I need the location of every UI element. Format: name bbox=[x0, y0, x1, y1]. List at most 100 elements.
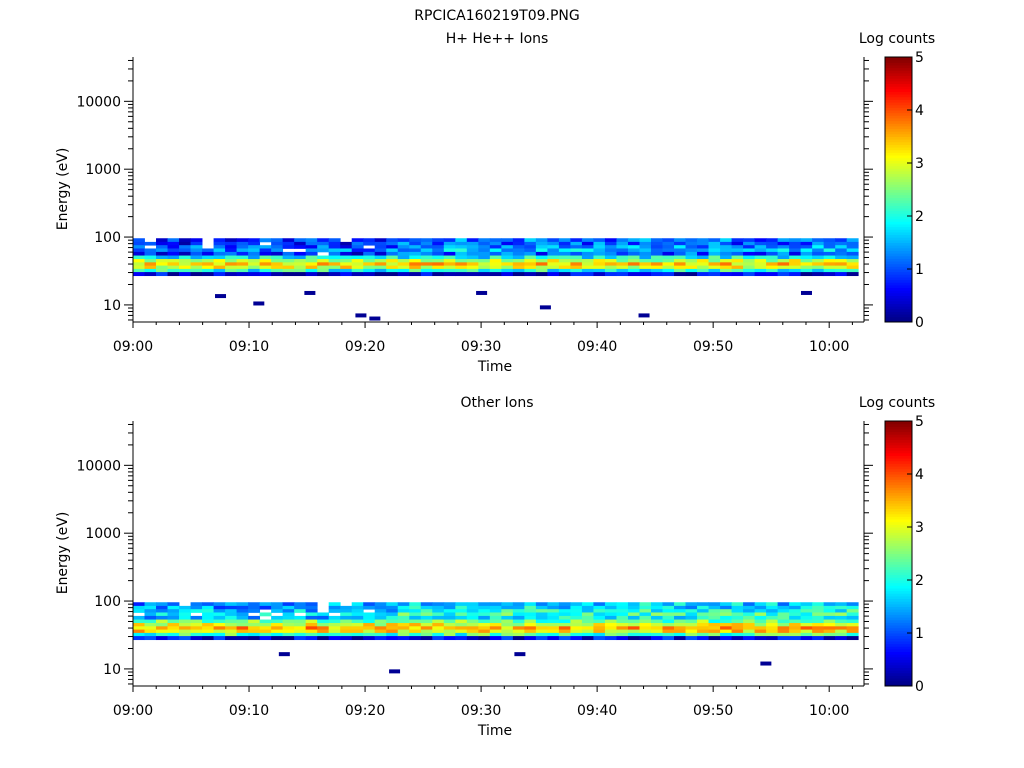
heatmap-cell bbox=[558, 251, 571, 256]
heatmap-cell bbox=[731, 251, 744, 256]
heatmap-cell bbox=[167, 268, 180, 273]
heatmap-cell bbox=[271, 262, 284, 267]
colorbar-swatch bbox=[885, 495, 912, 499]
heatmap-cell bbox=[409, 632, 422, 637]
heatmap-cell bbox=[294, 615, 307, 620]
heatmap-cell bbox=[374, 612, 387, 617]
heatmap-cell bbox=[547, 268, 560, 273]
colorbar-swatch bbox=[885, 62, 912, 66]
heatmap-cell bbox=[443, 619, 456, 624]
heatmap-cell bbox=[340, 636, 353, 641]
colorbar-swatch bbox=[885, 295, 912, 299]
heatmap-cell bbox=[144, 605, 157, 610]
heatmap-cell bbox=[409, 259, 422, 263]
heatmap-cell bbox=[156, 251, 168, 256]
heatmap-cell bbox=[397, 259, 410, 263]
heatmap-cell bbox=[604, 626, 617, 631]
colorbar-swatch bbox=[885, 208, 912, 212]
heatmap-cell bbox=[133, 268, 145, 273]
heatmap-cell bbox=[328, 251, 341, 256]
colorbar-swatch bbox=[885, 160, 912, 164]
heatmap-cell bbox=[639, 602, 652, 607]
heatmap-cell bbox=[317, 612, 330, 617]
colorbar-swatch bbox=[885, 202, 912, 206]
heatmap-cell bbox=[777, 632, 790, 637]
heatmap-cell bbox=[720, 238, 732, 243]
heatmap-cell bbox=[766, 605, 779, 610]
heatmap-cell bbox=[213, 612, 226, 617]
heatmap-cell bbox=[616, 272, 629, 277]
heatmap-cell bbox=[812, 241, 825, 246]
heatmap-cell bbox=[743, 265, 755, 270]
heatmap-cell bbox=[501, 268, 514, 273]
heatmap-cell bbox=[225, 245, 237, 249]
heatmap-cell bbox=[282, 262, 295, 267]
heatmap-cell bbox=[282, 609, 295, 613]
heatmap-cell bbox=[570, 251, 583, 256]
heatmap-cell bbox=[259, 262, 272, 267]
heatmap-cell bbox=[167, 623, 180, 627]
colorbar-swatch bbox=[885, 59, 912, 63]
heatmap-cell bbox=[512, 629, 525, 634]
heatmap-cell bbox=[535, 602, 548, 607]
heatmap-cell bbox=[363, 629, 376, 634]
colorbar-swatch bbox=[885, 96, 912, 100]
colorbar-swatch bbox=[885, 125, 912, 130]
heatmap-cell bbox=[674, 602, 686, 607]
heatmap-cell bbox=[789, 629, 802, 634]
heatmap-cell bbox=[593, 248, 606, 253]
heatmap-cell bbox=[800, 602, 813, 607]
heatmap-cell bbox=[651, 268, 663, 273]
heatmap-cell bbox=[570, 248, 583, 253]
heatmap-cell bbox=[489, 259, 502, 263]
heatmap-cell bbox=[512, 245, 525, 249]
heatmap-cell bbox=[570, 245, 583, 249]
heatmap-cell bbox=[535, 636, 548, 641]
heatmap-cell bbox=[167, 612, 180, 617]
colorbar-swatch bbox=[885, 83, 912, 87]
heatmap-cell bbox=[156, 636, 168, 641]
heatmap-cell bbox=[133, 265, 145, 270]
heatmap-cell bbox=[420, 259, 433, 263]
heatmap-cell bbox=[570, 255, 583, 260]
plot-frame: 09:00 09:10 09:20 09:30 09:40 09:50 10:0010100… bbox=[76, 421, 873, 719]
heatmap-cell bbox=[455, 629, 468, 634]
heatmap-cell bbox=[697, 245, 709, 249]
heatmap-cell bbox=[386, 262, 399, 267]
heatmap-cell bbox=[294, 238, 307, 243]
heatmap-cell bbox=[478, 636, 491, 641]
heatmap-cell bbox=[524, 626, 537, 631]
heatmap-cell bbox=[455, 272, 468, 277]
heatmap-cell bbox=[697, 636, 709, 641]
heatmap-cell bbox=[662, 248, 675, 253]
heatmap-cell bbox=[800, 248, 813, 253]
heatmap-cell bbox=[697, 619, 709, 624]
heatmap-cell bbox=[294, 629, 307, 634]
heatmap-cell bbox=[305, 609, 318, 613]
heatmap-cell bbox=[305, 629, 318, 634]
heatmap-cell bbox=[236, 259, 249, 263]
heatmap-cell bbox=[558, 632, 571, 637]
heatmap-cell bbox=[674, 245, 686, 249]
heatmap-cell bbox=[604, 272, 617, 277]
colorbar-swatch bbox=[885, 57, 912, 61]
heatmap-cell bbox=[340, 623, 353, 627]
heatmap-cell bbox=[455, 615, 468, 620]
heatmap-cell bbox=[328, 268, 341, 273]
heatmap-cell bbox=[777, 265, 790, 270]
heatmap-cell bbox=[627, 238, 640, 243]
heatmap-cell bbox=[777, 255, 790, 260]
heatmap-cell bbox=[524, 262, 537, 267]
heatmap-cell bbox=[627, 262, 640, 267]
heatmap-cell bbox=[363, 268, 376, 273]
heatmap-cell bbox=[328, 245, 341, 249]
heatmap-cell bbox=[835, 262, 848, 267]
colorbar-swatch bbox=[885, 569, 912, 573]
heatmap-cell bbox=[501, 623, 514, 627]
heatmap-cell bbox=[432, 619, 445, 624]
heatmap-cell bbox=[351, 265, 364, 270]
heatmap-cell bbox=[685, 609, 698, 613]
heatmap-cell bbox=[397, 602, 410, 607]
colorbar-swatch bbox=[885, 269, 912, 273]
heatmap-cell bbox=[420, 626, 433, 631]
